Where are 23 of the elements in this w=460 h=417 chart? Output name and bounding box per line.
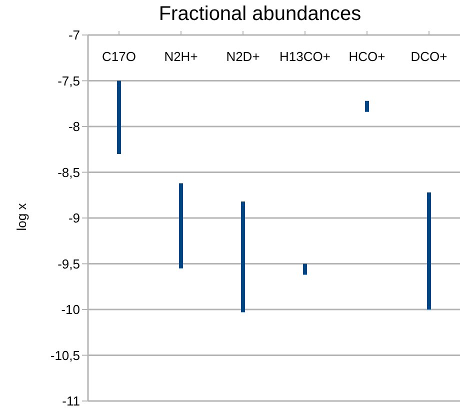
bar <box>365 100 369 112</box>
chart-title: Fractional abundances <box>158 2 362 26</box>
bar <box>179 183 183 268</box>
y-tick-label: -10 <box>61 302 80 318</box>
x-tick-label: H13CO+ <box>280 49 330 64</box>
bar <box>117 80 121 154</box>
x-tick-label: HCO+ <box>348 49 386 64</box>
x-tick-label: DCO+ <box>410 49 448 64</box>
x-tick-label: C17O <box>102 49 136 64</box>
y-tick-label: -8 <box>68 119 80 134</box>
x-tick-label: N2D+ <box>226 49 260 64</box>
y-tick-label: -9 <box>68 210 80 226</box>
y-tick-label: -8,5 <box>58 164 80 180</box>
y-tick-label: -7 <box>68 28 80 43</box>
y-tick-label: -11 <box>62 394 80 409</box>
bar <box>241 202 245 312</box>
y-tick-label: -7,5 <box>58 73 80 88</box>
y-tick-label: -9,5 <box>58 256 80 272</box>
bar <box>303 264 307 275</box>
bar <box>427 192 431 310</box>
y-tick-label: -10,5 <box>50 348 80 363</box>
y-axis-title: log x <box>14 203 29 231</box>
x-tick-label: N2H+ <box>164 49 198 64</box>
